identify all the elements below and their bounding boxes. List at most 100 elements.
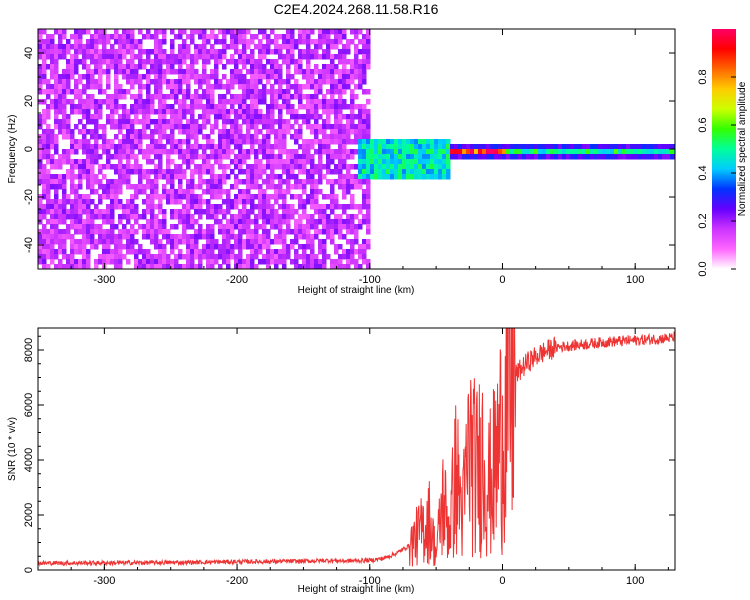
y-tick-label: 0 (23, 146, 35, 152)
spectrogram-cell (354, 34, 359, 40)
spectrogram-cell (158, 229, 163, 235)
spectrogram-cell (134, 249, 139, 255)
spectrogram-cell (346, 74, 351, 80)
spectrogram-cell (162, 94, 167, 100)
spectrogram-cell (350, 29, 355, 35)
spectrogram-cell (302, 224, 307, 230)
spectrogram-cell (366, 59, 371, 65)
spectrogram-cell (258, 209, 263, 215)
spectrogram-cell (302, 254, 307, 260)
spectrogram-cell (238, 94, 243, 100)
spectrogram-cell (250, 239, 255, 245)
spectrogram-cell (114, 234, 119, 240)
spectrogram-cell (250, 144, 255, 150)
spectrogram-cell (342, 219, 347, 225)
spectrogram-cell (98, 49, 103, 55)
spectrogram-cell (246, 39, 251, 45)
spectrogram-cell (178, 264, 183, 269)
spectrogram-cell (166, 84, 171, 90)
spectrogram-cell (70, 209, 75, 215)
spectrogram-cell (78, 214, 83, 220)
spectrogram-cell (246, 224, 251, 230)
spectrogram-cell (210, 44, 215, 50)
spectrogram-cell (314, 129, 319, 135)
spectrogram-cell (154, 224, 159, 230)
spectrogram-cell (410, 139, 415, 145)
spectrogram-cell (270, 209, 275, 215)
spectrogram-cell (274, 199, 279, 205)
spectrogram-cell (78, 104, 83, 110)
spectrogram-cell (170, 94, 175, 100)
spectrogram-cell (218, 254, 223, 260)
spectrogram-cell (158, 169, 163, 175)
spectrogram-cell (150, 199, 155, 205)
spectrogram-cell (86, 149, 91, 155)
spectrogram-cell (54, 224, 59, 230)
spectrogram-cell (314, 209, 319, 215)
spectrogram-cell (354, 64, 359, 70)
spectrogram-cell (322, 94, 327, 100)
spectrogram-cell (46, 89, 51, 95)
spectrogram-cell (226, 244, 231, 250)
spectrogram-cell (202, 169, 207, 175)
spectrogram-cell (194, 219, 199, 225)
spectrogram-cell (470, 149, 475, 155)
spectrogram-cell (298, 134, 303, 140)
spectrogram-cell (154, 84, 159, 90)
spectrogram-cell (150, 64, 155, 70)
spectrogram-cell (342, 134, 347, 140)
spectrogram-cell (126, 89, 131, 95)
spectrogram-cell (134, 74, 139, 80)
spectrogram-cell (150, 59, 155, 65)
spectrogram-cell (258, 189, 263, 195)
spectrogram-cell (206, 249, 211, 255)
spectrogram-cell (78, 94, 83, 100)
spectrogram-cell (62, 234, 67, 240)
spectrogram-cell (266, 254, 271, 260)
spectrogram-cell (234, 139, 239, 145)
spectrogram-cell (138, 49, 143, 55)
spectrogram-cell (230, 139, 235, 145)
spectrogram-cell (242, 59, 247, 65)
spectrogram-cell (430, 159, 435, 165)
spectrogram-cell (274, 94, 279, 100)
spectrogram-cell (234, 39, 239, 45)
spectrogram-cell (218, 224, 223, 230)
spectrogram-cell (346, 104, 351, 110)
spectrogram-cell (242, 209, 247, 215)
spectrogram-cell (82, 264, 87, 269)
spectrogram-cell (538, 144, 543, 150)
spectrogram-cell (142, 34, 147, 40)
spectrogram-cell (338, 49, 343, 55)
spectrogram-cell (170, 144, 175, 150)
y-tick-label: 20 (23, 95, 35, 107)
spectrogram-cell (122, 69, 127, 75)
spectrogram-cell (38, 144, 43, 150)
spectrogram-cell (146, 174, 151, 180)
spectrogram-x-axis-label: Height of straight line (km) (298, 285, 415, 296)
spectrogram-cell (210, 239, 215, 245)
spectrogram-cell (170, 159, 175, 165)
spectrogram-cell (42, 154, 47, 160)
spectrogram-cell (186, 44, 191, 50)
spectrogram-cell (250, 94, 255, 100)
spectrogram-cell (330, 159, 335, 165)
spectrogram-cell (254, 224, 259, 230)
spectrogram-cell (122, 104, 127, 110)
spectrogram-cell (266, 154, 271, 160)
spectrogram-cell (242, 94, 247, 100)
spectrogram-cell (310, 54, 315, 60)
spectrogram-cell (294, 69, 299, 75)
spectrogram-cell (318, 129, 323, 135)
spectrogram-cell (234, 234, 239, 240)
spectrogram-cell (278, 214, 283, 220)
spectrogram-cell (346, 154, 351, 160)
spectrogram-cell (358, 84, 363, 90)
spectrogram-cell (82, 59, 87, 65)
spectrogram-cell (222, 44, 227, 50)
spectrogram-cell (190, 104, 195, 110)
spectrogram-cell (146, 184, 151, 190)
spectrogram-cell (142, 209, 147, 215)
spectrogram-cell (366, 149, 371, 155)
spectrogram-cell (438, 159, 443, 165)
